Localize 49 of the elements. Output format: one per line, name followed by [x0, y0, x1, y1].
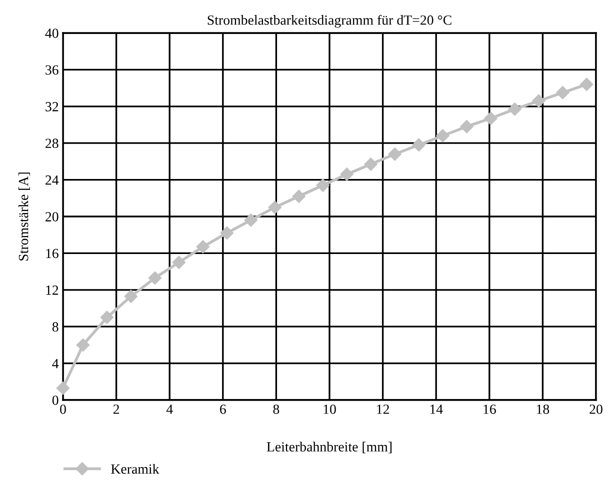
y-tick-label: 36	[46, 65, 58, 75]
x-axis-title: Leiterbahnbreite [mm]	[266, 442, 392, 454]
y-tick-label: 28	[46, 138, 58, 148]
y-tick-label: 12	[46, 286, 58, 295]
x-tick-label: 8	[273, 404, 280, 414]
point	[436, 129, 450, 142]
point	[76, 338, 90, 352]
y-tick-label: 32	[46, 102, 58, 112]
chart-title: Strombelastbarkeitsdiagramm für dT=20 °C	[208, 14, 452, 28]
point	[56, 381, 70, 395]
point	[580, 78, 594, 91]
x-tick-label: 20	[590, 404, 602, 414]
y-tick-label: 16	[46, 248, 58, 258]
point	[316, 178, 330, 192]
y-tick-label: 4	[52, 358, 59, 368]
x-tick-label: 18	[536, 404, 550, 414]
x-tick-label: 4	[166, 404, 173, 414]
point	[484, 112, 498, 125]
x-tick-label: 2	[113, 404, 120, 414]
x-tick-label: 12	[377, 404, 389, 414]
point	[148, 271, 162, 285]
point	[532, 94, 546, 108]
point	[508, 102, 522, 116]
x-tick-label: 16	[484, 404, 496, 414]
legend-label: Keramik	[111, 464, 160, 474]
y-tick-label: 8	[52, 322, 58, 332]
point	[172, 256, 186, 269]
point	[268, 200, 282, 214]
point	[364, 158, 378, 171]
point	[100, 310, 114, 324]
point	[556, 86, 570, 100]
y-tick-label: 20	[46, 212, 58, 222]
point	[412, 138, 426, 152]
y-axis-title: Stromstärke [A]	[18, 172, 30, 261]
y-tick-label: 24	[46, 175, 59, 185]
point	[460, 120, 474, 134]
x-tick-label: 10	[324, 404, 336, 414]
point	[196, 240, 210, 254]
x-tick-label: 0	[60, 404, 66, 414]
point	[124, 290, 138, 303]
point	[340, 168, 354, 181]
point	[220, 226, 234, 240]
y-tick-label: 0	[52, 396, 58, 405]
point	[244, 214, 258, 227]
point	[388, 148, 402, 161]
y-tick-label: 40	[45, 28, 58, 38]
x-tick-label: 14	[430, 404, 443, 414]
x-tick-label: 6	[220, 404, 226, 414]
point	[292, 190, 306, 203]
